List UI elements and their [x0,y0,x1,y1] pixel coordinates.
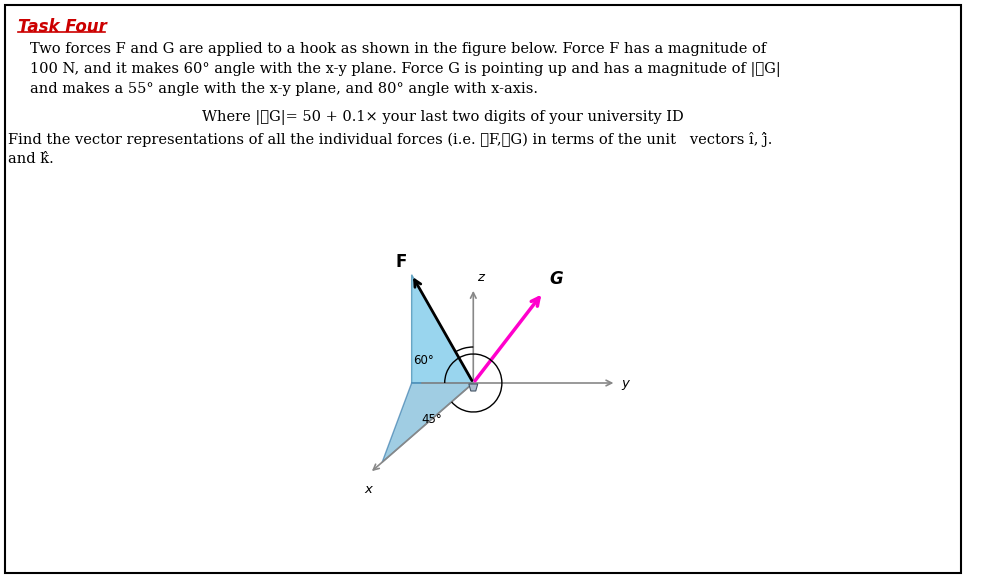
Text: 60°: 60° [414,354,435,367]
Text: G: G [549,271,563,288]
Text: 100 N, and it makes 60° angle with the x-y plane. Force G is pointing up and has: 100 N, and it makes 60° angle with the x… [29,62,780,77]
Text: and k̂.: and k̂. [8,152,54,166]
Text: x: x [364,483,372,496]
Text: Two forces F and G are applied to a hook as shown in the figure below. Force F h: Two forces F and G are applied to a hook… [29,42,766,56]
Polygon shape [383,383,473,462]
Polygon shape [469,384,478,391]
Text: and makes a 55° angle with the x-y plane, and 80° angle with x-axis.: and makes a 55° angle with the x-y plane… [29,82,538,96]
Polygon shape [412,275,473,383]
Text: F: F [395,253,407,271]
Text: Find the vector representations of all the individual forces (i.e. ⃗F,⃗G) in ter: Find the vector representations of all t… [8,132,772,147]
Text: Task Four: Task Four [18,18,107,36]
Text: y: y [621,376,629,390]
Text: 45°: 45° [422,413,442,426]
Text: Where |⃗G|= 50 + 0.1× your last two digits of your university ID: Where |⃗G|= 50 + 0.1× your last two digi… [202,110,684,125]
Text: z: z [477,271,485,284]
